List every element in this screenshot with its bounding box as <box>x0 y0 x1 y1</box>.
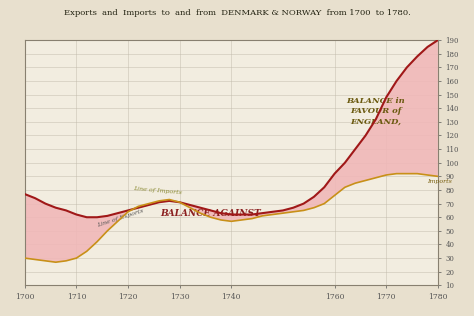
Text: BALANCE in
FAVOUR of
ENGLAND,: BALANCE in FAVOUR of ENGLAND, <box>346 97 405 125</box>
Text: Line of Exports: Line of Exports <box>97 208 145 228</box>
Text: Exports  and  Imports  to  and  from  DENMARK & NORWAY  from 1700  to 1780.: Exports and Imports to and from DENMARK … <box>64 9 410 17</box>
Text: Imports: Imports <box>428 179 452 184</box>
Text: BALANCE AGAINST: BALANCE AGAINST <box>160 209 261 218</box>
Text: Line of Imports: Line of Imports <box>133 186 182 195</box>
